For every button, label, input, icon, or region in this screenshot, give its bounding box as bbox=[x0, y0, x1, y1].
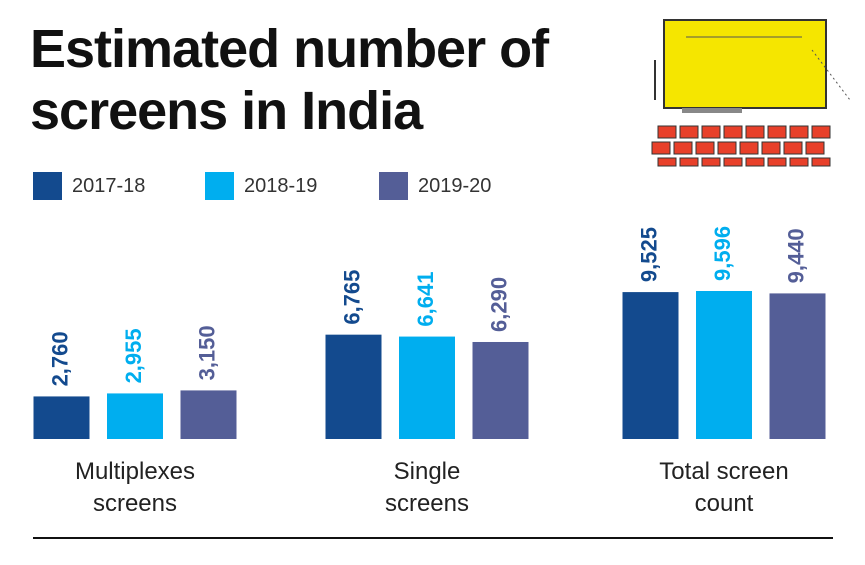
x-tick-label: Single screens bbox=[384, 458, 470, 517]
legend-swatch bbox=[205, 172, 234, 200]
value-label: 6,765 bbox=[339, 270, 364, 325]
bar bbox=[696, 291, 752, 439]
value-label: 9,525 bbox=[636, 227, 661, 282]
x-tick-label: Total screen count bbox=[659, 458, 789, 517]
value-label: 3,150 bbox=[194, 325, 219, 380]
value-label: 6,641 bbox=[413, 272, 438, 327]
value-label: 6,290 bbox=[486, 277, 511, 332]
bar bbox=[180, 390, 237, 439]
bar bbox=[472, 341, 529, 439]
bar bbox=[33, 396, 90, 439]
legend-label: 2017-18 bbox=[72, 175, 146, 197]
x-tick-label: Multiplexes screens bbox=[74, 458, 196, 517]
bar bbox=[769, 293, 826, 439]
bar bbox=[107, 393, 163, 439]
legend-label: 2018-19 bbox=[244, 175, 318, 197]
bar bbox=[325, 334, 382, 439]
value-label: 9,440 bbox=[783, 228, 808, 283]
bar bbox=[399, 336, 455, 439]
legend-label: 2019-20 bbox=[418, 175, 492, 197]
cinema-icon bbox=[651, 19, 851, 167]
value-label: 9,596 bbox=[710, 226, 735, 281]
legend-swatch bbox=[33, 172, 62, 200]
bar bbox=[622, 292, 679, 439]
legend-swatch bbox=[379, 172, 408, 200]
value-label: 2,955 bbox=[121, 328, 146, 383]
chart-title: Estimated number of screens in India bbox=[30, 19, 549, 141]
value-label: 2,760 bbox=[47, 331, 72, 386]
